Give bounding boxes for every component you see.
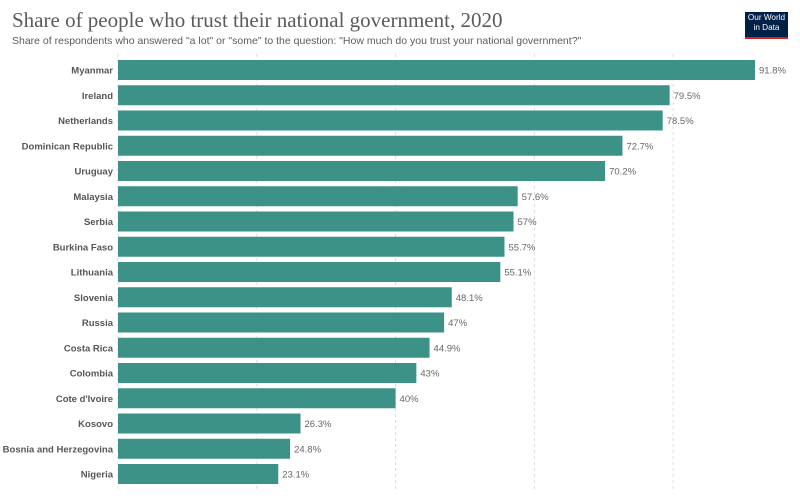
category-label: Lithuania xyxy=(71,268,114,279)
category-label: Netherlands xyxy=(58,116,113,127)
category-label: Burkina Faso xyxy=(53,242,113,253)
bars: Myanmar 91.8% Ireland 79.5% Netherlands 78.5%… xyxy=(3,60,786,484)
value-label: 57.6% xyxy=(522,192,549,203)
category-label: Slovenia xyxy=(74,293,114,304)
bar[interactable] xyxy=(118,388,396,409)
bar-row[interactable]: Cote d'Ivoire 40% xyxy=(56,388,420,409)
bar-row[interactable]: Malaysia 57.6% xyxy=(73,186,549,207)
bar[interactable] xyxy=(118,236,505,257)
category-label: Bosnia and Herzegovina xyxy=(3,444,114,455)
bar[interactable] xyxy=(118,186,518,207)
value-label: 70.2% xyxy=(609,167,636,178)
category-label: Serbia xyxy=(84,217,114,228)
value-label: 78.5% xyxy=(667,116,694,127)
category-label: Myanmar xyxy=(71,66,113,77)
bar[interactable] xyxy=(118,438,291,459)
bar[interactable] xyxy=(118,413,301,434)
category-label: Uruguay xyxy=(74,167,113,178)
bar-row[interactable]: Serbia 57% xyxy=(84,211,538,232)
bar[interactable] xyxy=(118,312,445,333)
value-label: 57% xyxy=(518,217,538,228)
category-label: Russia xyxy=(82,318,114,329)
bar-row[interactable]: Colombia 43% xyxy=(70,363,440,383)
chart-title: Share of people who trust their national… xyxy=(12,8,503,32)
bar[interactable] xyxy=(118,287,452,308)
value-label: 24.8% xyxy=(294,444,321,455)
category-label: Malaysia xyxy=(73,192,113,203)
bar-row[interactable]: Uruguay 70.2% xyxy=(74,161,637,181)
category-label: Kosovo xyxy=(78,419,113,430)
chart-subtitle: Share of respondents who answered "a lot… xyxy=(12,35,582,47)
value-label: 43% xyxy=(420,369,440,380)
bar[interactable] xyxy=(118,262,501,282)
bar-row[interactable]: Kosovo 26.3% xyxy=(78,413,332,434)
bar-row[interactable]: Nigeria 23.1% xyxy=(81,464,310,484)
bar[interactable] xyxy=(118,85,670,106)
bar-row[interactable]: Slovenia 48.1% xyxy=(74,287,483,308)
bar-row[interactable]: Burkina Faso 55.7% xyxy=(53,236,536,257)
bar[interactable] xyxy=(118,110,663,131)
value-label: 91.8% xyxy=(759,66,786,77)
value-label: 44.9% xyxy=(434,343,461,354)
bar[interactable] xyxy=(118,135,623,156)
value-label: 55.1% xyxy=(504,268,531,279)
value-label: 48.1% xyxy=(456,293,483,304)
bar[interactable] xyxy=(118,464,279,484)
bar-row[interactable]: Russia 47% xyxy=(82,312,468,333)
bar-row[interactable]: Myanmar 91.8% xyxy=(71,60,786,80)
bar-row[interactable]: Netherlands 78.5% xyxy=(58,110,694,131)
value-label: 47% xyxy=(448,318,468,329)
bar[interactable] xyxy=(118,211,514,232)
value-label: 23.1% xyxy=(282,470,309,481)
bar[interactable] xyxy=(118,337,430,358)
bar[interactable] xyxy=(118,60,755,80)
value-label: 26.3% xyxy=(304,419,331,430)
value-label: 72.7% xyxy=(626,141,653,152)
category-label: Ireland xyxy=(82,91,113,102)
value-label: 79.5% xyxy=(674,91,701,102)
bar[interactable] xyxy=(118,363,417,383)
bar-row[interactable]: Bosnia and Herzegovina 24.8% xyxy=(3,438,322,459)
value-label: 55.7% xyxy=(509,242,536,253)
category-label: Cote d'Ivoire xyxy=(56,394,113,405)
logo-line-2: in Data xyxy=(753,23,780,32)
bar-row[interactable]: Dominican Republic 72.7% xyxy=(22,135,654,156)
category-label: Colombia xyxy=(70,369,114,380)
bar-row[interactable]: Lithuania 55.1% xyxy=(71,262,532,282)
bar-row[interactable]: Costa Rica 44.9% xyxy=(64,337,461,358)
category-label: Dominican Republic xyxy=(22,141,113,152)
bar-row[interactable]: Ireland 79.5% xyxy=(82,85,701,106)
logo-line-1: Our World xyxy=(747,13,786,22)
category-label: Costa Rica xyxy=(64,343,114,354)
our-world-in-data-logo[interactable]: Our World in Data xyxy=(745,12,788,39)
bar[interactable] xyxy=(118,161,606,181)
category-label: Nigeria xyxy=(81,470,114,481)
value-label: 40% xyxy=(400,394,420,405)
